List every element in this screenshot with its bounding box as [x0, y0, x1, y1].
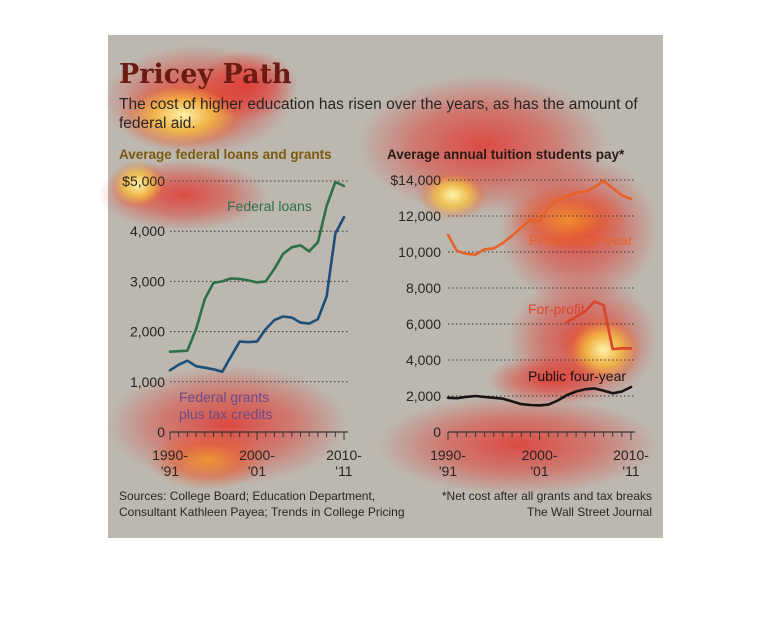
- right-x-tick-label: 2000-: [522, 447, 558, 463]
- publisher-credit: The Wall Street Journal: [527, 505, 652, 519]
- left-series-label-2: Federal grants: [179, 389, 269, 405]
- footnote: *Net cost after all grants and tax break…: [388, 488, 652, 520]
- left-series-label-2: plus tax credits: [179, 406, 272, 422]
- right-y-tick-label: 10,000: [398, 244, 441, 260]
- right-y-tick-label: 6,000: [406, 316, 441, 332]
- right-x-tick-label: 1990-: [430, 447, 466, 463]
- left-series-label-1: Federal loans: [227, 198, 312, 214]
- right-series-line-3: [446, 385, 633, 407]
- footnote-text: *Net cost after all grants and tax break…: [441, 489, 652, 503]
- right-y-tick-label: $14,000: [390, 172, 441, 188]
- sources-note: Sources: College Board; Education Depart…: [119, 489, 405, 519]
- chart-panel: Pricey Path The cost of higher education…: [98, 35, 663, 538]
- left-x-tick-label: '91: [161, 463, 179, 479]
- right-series-line-2: [565, 300, 633, 351]
- right-y-tick-label: 2,000: [406, 388, 441, 404]
- right-series-label-1: Private four-year: [529, 232, 633, 248]
- left-series-line-2: [168, 215, 346, 374]
- left-x-tick-label: 2010-: [326, 447, 362, 463]
- left-series-line-1: [168, 180, 346, 354]
- right-x-tick-label: 2010-: [613, 447, 649, 463]
- right-series-line-1: [446, 179, 633, 256]
- right-x-tick-label: '11: [622, 463, 639, 479]
- right-series-label-2: For-profit: [528, 301, 585, 317]
- right-y-tick-label: 8,000: [406, 280, 441, 296]
- right-y-tick-label: 12,000: [398, 208, 441, 224]
- left-chart-title: Average federal loans and grants: [119, 147, 332, 162]
- right-series-label-3: Public four-year: [528, 368, 626, 384]
- right-y-tick-label: 4,000: [406, 352, 441, 368]
- page-title: Pricey Path: [119, 59, 292, 90]
- left-x-tick-label: 2000-: [239, 447, 275, 463]
- left-y-tick-label: 2,000: [130, 324, 165, 340]
- right-y-tick-label: 0: [433, 424, 441, 440]
- left-y-tick-label: 1,000: [130, 374, 165, 390]
- left-x-tick-label: '11: [335, 463, 352, 479]
- left-y-tick-label: 0: [157, 424, 165, 440]
- page-subtitle: The cost of higher education has risen o…: [119, 96, 638, 132]
- left-x-tick-label: '01: [248, 463, 266, 479]
- charts-svg: 01,0002,0003,0004,000$5,0001990-'912000-…: [122, 172, 649, 479]
- left-x-tick-label: 1990-: [152, 447, 188, 463]
- left-y-tick-label: 3,000: [130, 273, 165, 289]
- right-chart-title: Average annual tuition students pay*: [387, 147, 624, 162]
- right-x-tick-label: '91: [439, 463, 457, 479]
- left-y-tick-label: $5,000: [122, 173, 165, 189]
- right-chart-title-text: Average annual tuition students pay*: [387, 147, 625, 162]
- left-y-tick-label: 4,000: [130, 223, 165, 239]
- right-x-tick-label: '01: [530, 463, 548, 479]
